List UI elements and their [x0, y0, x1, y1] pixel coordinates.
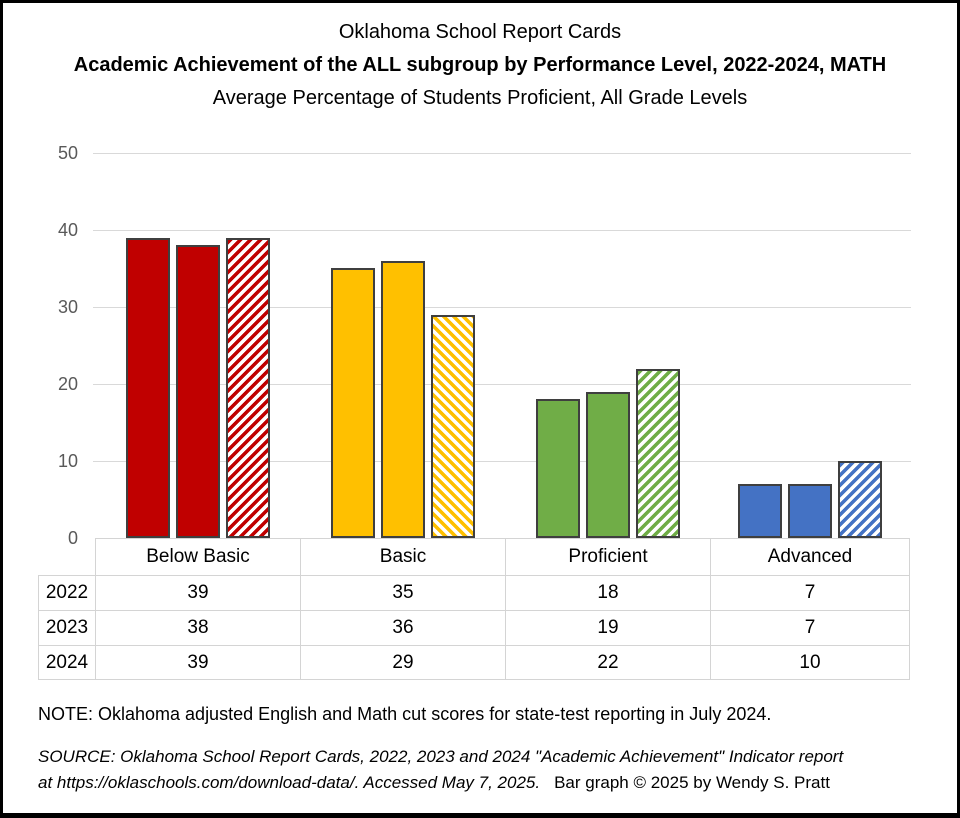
bar-2023-advanced: [788, 484, 832, 538]
bar-2022-proficient: [535, 399, 580, 538]
source-text: SOURCE: Oklahoma School Report Cards, 20…: [38, 744, 953, 796]
bar-2022-below-basic: [125, 238, 170, 538]
bar-2023-basic: [380, 261, 425, 538]
y-axis-tick-label-30: 30: [57, 297, 78, 317]
bar-2023-proficient: [585, 392, 630, 538]
title-block: Oklahoma School Report Cards Academic Ac…: [0, 16, 960, 115]
bar-2022-basic: [330, 268, 375, 538]
table-header-basic: Basic: [300, 538, 505, 575]
table-value-2022-advanced: 7: [710, 575, 910, 610]
table-value-2024-advanced: 10: [710, 645, 910, 680]
bar-2022-advanced: [738, 484, 782, 538]
table-value-2022-basic: 35: [300, 575, 505, 610]
table-value-2022-proficient: 18: [505, 575, 710, 610]
table-value-2023-advanced: 7: [710, 610, 910, 645]
table-header-below-basic: Below Basic: [95, 538, 300, 575]
table-header-advanced: Advanced: [710, 538, 910, 575]
table-year-label-2023: 2023: [38, 610, 95, 645]
gridline-50: [93, 153, 911, 154]
table-value-2023-below-basic: 38: [95, 610, 300, 645]
table-header-proficient: Proficient: [505, 538, 710, 575]
gridline-20: [93, 384, 911, 385]
chart-subtitle: Academic Achievement of the ALL subgroup…: [73, 54, 887, 76]
bar-2024-basic: [430, 315, 475, 538]
bar-2024-proficient: [635, 369, 680, 538]
copyright-credit: Bar graph © 2025 by Wendy S. Pratt: [554, 773, 830, 792]
y-axis-tick-label-50: 50: [57, 143, 78, 163]
table-value-2022-below-basic: 39: [95, 575, 300, 610]
note-text: NOTE: Oklahoma adjusted English and Math…: [38, 704, 772, 724]
bar-2024-below-basic: [225, 238, 270, 538]
y-axis-tick-label-0: 0: [67, 528, 78, 548]
y-axis-tick-label-10: 10: [57, 451, 78, 471]
source-line-1: SOURCE: Oklahoma School Report Cards, 20…: [38, 747, 844, 766]
table-value-2023-basic: 36: [300, 610, 505, 645]
gridline-40: [93, 230, 911, 231]
bar-2023-below-basic: [175, 245, 220, 538]
table-value-2024-basic: 29: [300, 645, 505, 680]
table-value-2024-proficient: 22: [505, 645, 710, 680]
y-axis-tick-label-20: 20: [57, 374, 78, 394]
y-axis-tick-label-40: 40: [57, 220, 78, 240]
table-year-label-2022: 2022: [38, 575, 95, 610]
table-value-2023-proficient: 19: [505, 610, 710, 645]
chart-title: Oklahoma School Report Cards: [338, 21, 622, 43]
table-year-label-2024: 2024: [38, 645, 95, 680]
chart-caption: Average Percentage of Students Proficien…: [212, 87, 748, 109]
gridline-30: [93, 307, 911, 308]
source-line-2-italic: at https://oklaschools.com/download-data…: [38, 773, 541, 792]
source-line-2: at https://oklaschools.com/download-data…: [38, 770, 953, 796]
bar-2024-advanced: [838, 461, 882, 538]
gridline-10: [93, 461, 911, 462]
table-value-2024-below-basic: 39: [95, 645, 300, 680]
